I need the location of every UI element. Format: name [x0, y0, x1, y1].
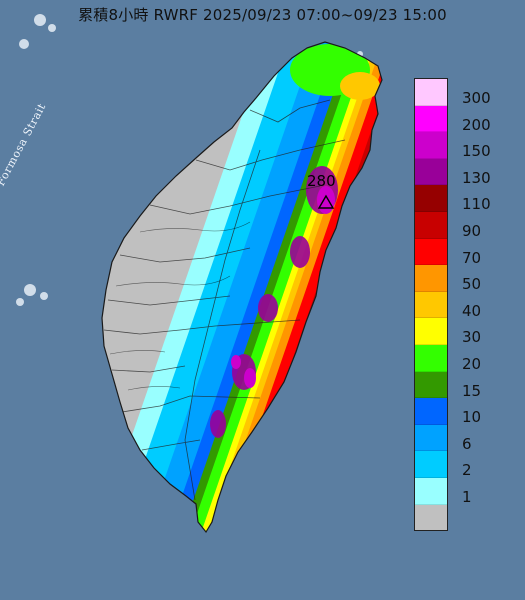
- legend-label: 50: [462, 275, 482, 294]
- legend-colorbar: [414, 78, 448, 532]
- legend-swatch: [415, 79, 447, 106]
- legend-label: 110: [462, 195, 491, 214]
- legend-label: 130: [462, 168, 491, 187]
- legend-swatch: [415, 344, 447, 372]
- legend-label: 300: [462, 89, 491, 107]
- legend-swatch: [415, 238, 447, 266]
- map-title: 累積8小時 RWRF 2025/09/23 07:00~09/23 15:00: [78, 6, 447, 24]
- legend-label: 70: [462, 248, 482, 267]
- legend-label: 1: [462, 488, 472, 506]
- max-rainfall-label: 280: [307, 172, 336, 190]
- legend-swatch: [415, 265, 447, 292]
- legend-swatch: [415, 318, 447, 345]
- legend-swatch: [415, 185, 447, 212]
- legend-swatch: [415, 291, 447, 319]
- max-rainfall-marker: [317, 194, 335, 209]
- legend-swatch: [415, 158, 447, 186]
- legend-swatch: [415, 504, 447, 531]
- legend-swatch: [415, 477, 447, 505]
- legend-label: 6: [462, 434, 472, 453]
- legend-label: 200: [462, 115, 491, 134]
- legend-swatch: [415, 424, 447, 452]
- legend-swatch: [415, 371, 447, 399]
- legend-swatch: [415, 211, 447, 239]
- legend-swatch: [415, 132, 447, 159]
- offshore-islands: [16, 14, 363, 306]
- legend-label: 30: [462, 328, 482, 347]
- legend-label: 150: [462, 142, 491, 161]
- legend-label: 40: [462, 301, 482, 320]
- legend-label: 15: [462, 381, 482, 400]
- legend-swatch: [415, 398, 447, 425]
- legend-label: 90: [462, 222, 482, 240]
- legend-swatch: [415, 105, 447, 133]
- legend-swatch: [415, 451, 447, 478]
- legend-label: 2: [462, 461, 472, 480]
- legend-label: 10: [462, 408, 482, 427]
- legend-label: 20: [462, 355, 482, 373]
